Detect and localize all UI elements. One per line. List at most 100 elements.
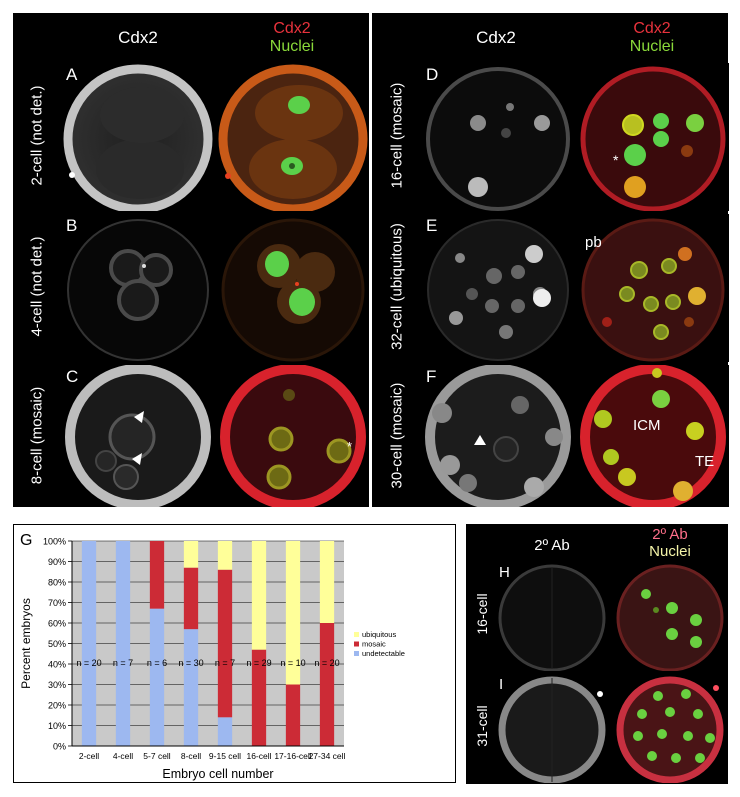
row-label-i: 31-cell [466,674,496,783]
panel-b-cdx2: B [62,214,214,362]
panel-letter-g: G [20,532,32,549]
header-cdx2-col3: Cdx2 [476,28,516,47]
bar-segment-mosaic [149,541,165,609]
row-label-i-text: 31-cell [474,705,490,747]
legend-label-ubiquitous: ubiquitous [362,630,396,639]
bar-segment-undetectable [183,629,199,746]
row-label-d: 16-cell (mosaic) [373,63,422,211]
x-tick-label: 8-cell [181,751,201,761]
panel-e-merge: pb [577,214,729,362]
x-axis-label: Embryo cell number [162,767,273,781]
x-tick-label: 17-16-cell [274,751,311,761]
y-tick-label: 80% [48,578,66,588]
legend-swatch-undetectable [354,651,359,656]
legend-label-mosaic: mosaic [362,640,386,649]
panel-f-cdx2: F [422,365,574,507]
bar-segment-undetectable [217,717,233,746]
embryo-e-merge [581,218,725,362]
embryo-a-gray [63,64,213,211]
panel-a-merge [217,63,369,211]
stacked-bar-chart: G 0% 10% 20% 30% 40% 50% 60% 70% 80% 90% 100% n = 20… [19,532,405,781]
embryo-c-gray [65,365,211,507]
y-tick-label: 100% [43,537,66,547]
bar-n-label: n = 7 [113,658,133,668]
panel-letter-i: I [499,676,504,693]
header-cdx2-red: Cdx2 [273,20,311,37]
y-tick-label: 10% [48,721,66,731]
embryo-c-merge: * [220,365,366,507]
y-tick-label: 0% [53,742,66,752]
embryo-f-merge [580,365,726,507]
panel-letter-b: B [66,216,78,235]
bar-segment-ubiquitous [251,541,267,650]
arrowhead-icon-3 [474,435,486,445]
legend-swatch-mosaic [354,641,359,647]
embryo-b-merge [221,218,365,362]
legend-label-undetectable: undetectable [362,649,405,658]
row-label-b: 4-cell (not det.) [13,214,62,362]
y-tick-label: 50% [48,639,66,649]
annotation-te: TE [695,453,715,470]
annotation-icm: ICM [633,417,661,434]
header-2ab: 2º Ab [534,537,570,554]
row-label-f: 30-cell (mosaic) [373,365,422,507]
panel-h-merge [612,562,728,671]
row-label-h-text: 16-cell [474,593,490,635]
panel-d-cdx2: D [422,63,574,211]
panel-letter-c: C [66,367,79,386]
embryo-a-merge [218,64,368,211]
panel-e-cdx2: E [422,214,574,362]
panel-letter-d: D [426,65,439,84]
panel-a-cdx2: A [62,63,214,211]
embryo-h-merge [616,564,724,671]
bar-segment-mosaic [319,623,335,746]
embryo-e-gray [427,219,569,361]
x-tick-label: 16-cell [246,751,271,761]
header-merge-col2: Cdx2 Nuclei [216,20,368,56]
header-merge-col4: Cdx2 Nuclei [576,20,728,56]
header-2ab-merge: 2º Ab Nuclei [612,526,728,560]
panel-h-2ab: H [496,562,609,671]
bar-n-label: n = 6 [147,658,167,668]
bar-segment-ubiquitous [319,541,335,623]
panel-f-merge: ICM TE [577,365,729,507]
bar-segment-ubiquitous [285,541,301,685]
x-tick-label: 4-cell [113,751,133,761]
star-marker-d: * [613,152,619,168]
y-tick-label: 20% [48,701,66,711]
embryo-d-merge: * [580,66,726,211]
panel-letter-f: F [426,367,437,386]
x-tick-label: 2-cell [79,751,99,761]
panel-letter-e: E [426,216,438,235]
bar-segment-ubiquitous [183,541,199,568]
row-label-e: 32-cell (ubiquitous) [373,214,422,362]
row-label-b-text: 4-cell (not det.) [28,236,46,337]
bar-segment-mosaic [251,649,267,746]
panel-i-merge [612,674,728,783]
bar-segment-mosaic [285,684,301,746]
header-nuclei-yellow: Nuclei [649,543,691,560]
row-label-e-text: 32-cell (ubiquitous) [388,223,406,350]
panel-c-merge: * [217,365,369,507]
row-label-h: 16-cell [466,562,496,671]
y-tick-label: 70% [48,598,66,608]
annotation-pb: pb [585,234,602,251]
arrowhead-icon [134,411,144,423]
bar-segment-undetectable [81,541,97,746]
row-label-c: 8-cell (mosaic) [13,365,62,507]
row-label-a-text: 2-cell (not det.) [28,85,46,186]
embryo-i-merge [616,676,724,783]
star-marker-c: * [347,439,352,454]
embryo-h-gray [498,564,606,671]
y-axis-label: Percent embryos [19,598,33,689]
y-tick-label: 30% [48,680,66,690]
x-tick-label: 9-15 cell [209,751,241,761]
header-nuclei-green: Nuclei [269,38,315,55]
panel-i-2ab: I [496,674,609,783]
embryo-b-gray [67,219,209,361]
panel-d-merge: * [577,63,729,211]
legend-swatch-ubiquitous [354,632,359,637]
bar-n-label: n = 7 [215,658,235,668]
header-cdx2-red-2: Cdx2 [633,20,671,37]
embryo-i-gray [498,676,606,783]
